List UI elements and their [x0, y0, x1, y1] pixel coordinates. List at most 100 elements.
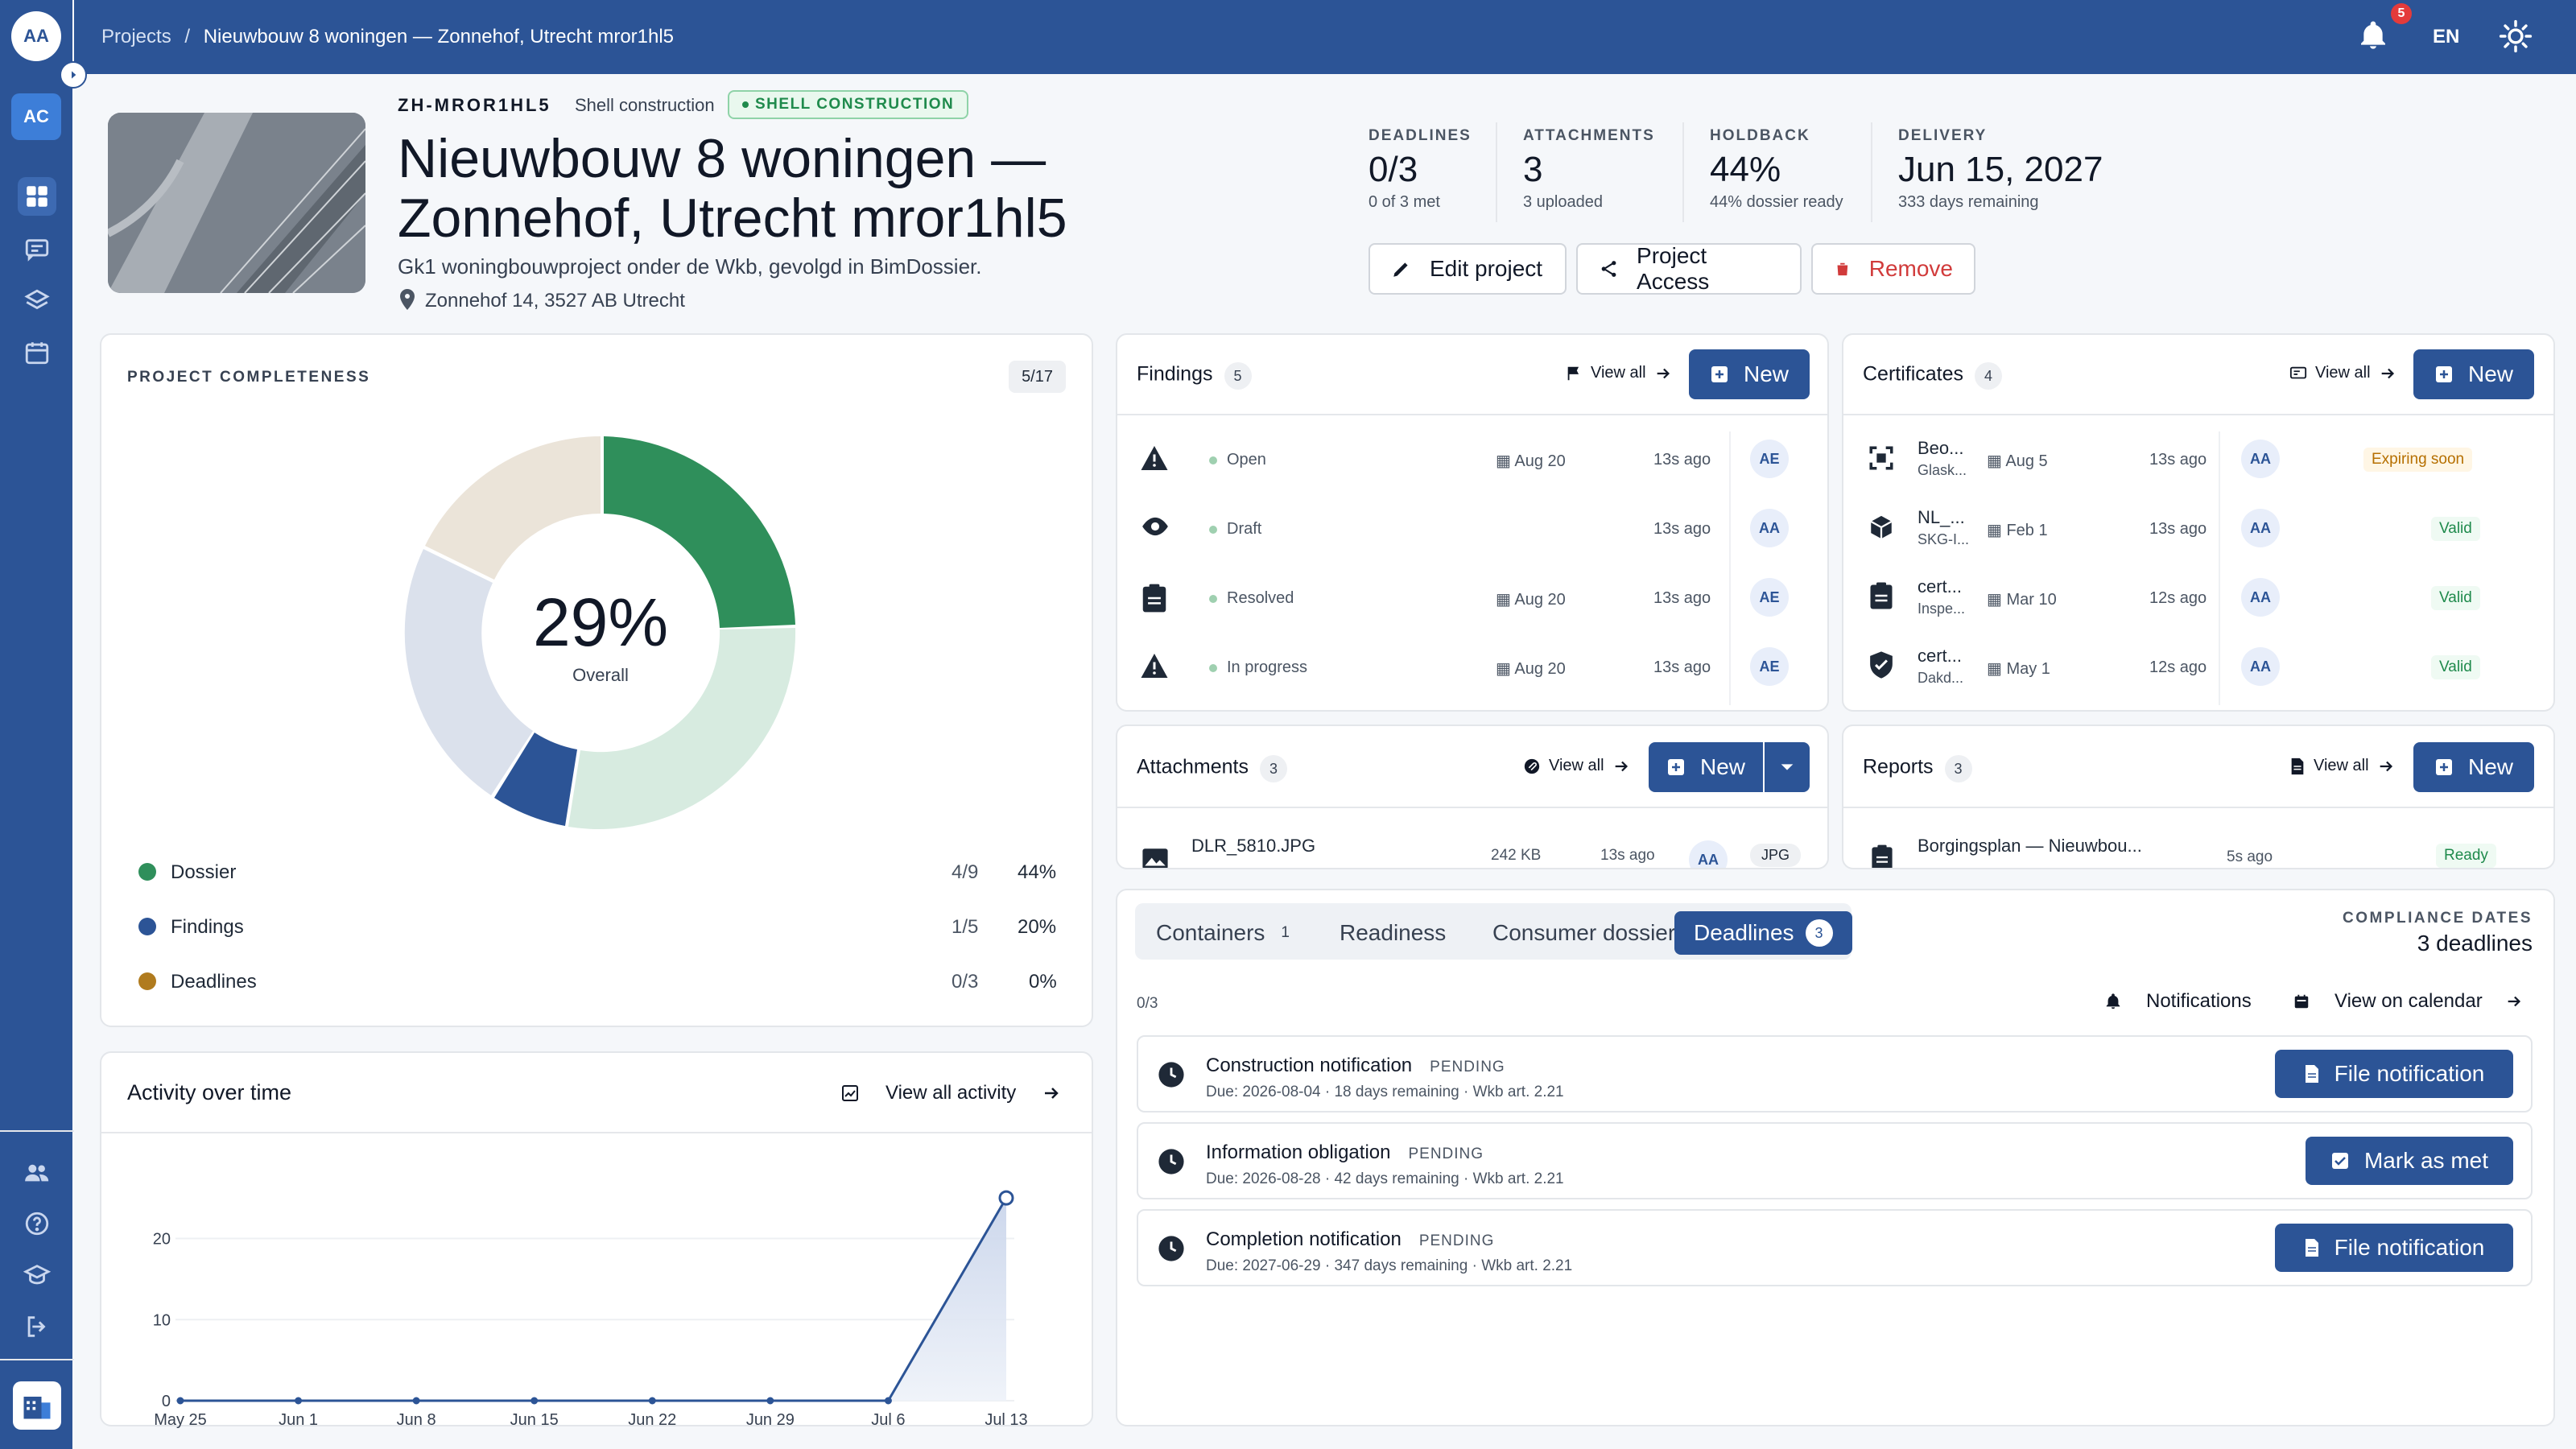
- file-notification-button[interactable]: File notification: [2275, 1050, 2513, 1098]
- certificate-date: Aug 5: [2005, 452, 2048, 470]
- finding-status: Open: [1227, 451, 1266, 469]
- new-attachment-dropdown[interactable]: [1765, 742, 1810, 792]
- legend-pct: 0%: [1029, 971, 1057, 993]
- new-attachment-button[interactable]: New: [1649, 742, 1763, 792]
- new-report-button[interactable]: New: [2413, 742, 2534, 792]
- notifications-button[interactable]: [2357, 19, 2389, 56]
- mark-as-met-button[interactable]: Mark as met: [2306, 1137, 2513, 1185]
- activity-title: Activity over time: [127, 1080, 292, 1104]
- certificates-view-all-link[interactable]: View all: [2289, 364, 2396, 382]
- report-status-badge: Ready: [2436, 844, 2496, 868]
- clipboard-icon: [1142, 584, 1166, 613]
- findings-card: Findings 5 View all New Open ▦ Aug 20 13s…: [1116, 333, 1829, 712]
- report-name: Borgingsplan — Nieuwbou...: [1918, 836, 2142, 856]
- sidebar-item-layers[interactable]: [18, 282, 56, 320]
- plus-square-icon: [2435, 366, 2452, 382]
- trash-icon: [1835, 262, 1850, 276]
- project-description: Gk1 woningbouwproject onder de Wkb, gevo…: [398, 254, 982, 279]
- column-divider: [1729, 431, 1731, 705]
- top-bar: Projects / Nieuwbouw 8 woningen — Zonneh…: [0, 0, 2576, 74]
- reports-view-all-link[interactable]: View all: [2289, 757, 2395, 775]
- certificate-icon: [2289, 366, 2307, 378]
- organization-switcher[interactable]: AC: [11, 93, 61, 140]
- certificate-name: Beo...: [1918, 438, 1964, 458]
- language-switcher[interactable]: EN: [2433, 26, 2460, 47]
- x-tick-label: Jun 15: [510, 1411, 559, 1428]
- deadline-row: Construction notification PENDING Due: 20…: [1137, 1035, 2533, 1113]
- legend-ratio: 4/9: [952, 861, 979, 883]
- finding-date: Aug 20: [1514, 452, 1566, 470]
- sidebar-item-dashboard[interactable]: [18, 177, 56, 216]
- legend-name: Findings: [171, 916, 244, 938]
- tab-readiness[interactable]: Readiness: [1320, 911, 1465, 955]
- completeness-donut: 29% Overall: [404, 436, 796, 829]
- tab-deadlines[interactable]: Deadlines 3: [1674, 911, 1852, 955]
- chevron-right-icon: [72, 71, 76, 79]
- project-address: Zonnehof 14, 3527 AB Utrecht: [425, 290, 685, 312]
- attachments-view-all-link[interactable]: View all: [1523, 757, 1630, 775]
- remove-project-button[interactable]: Remove: [1811, 243, 1975, 295]
- tab-consumer-dossier[interactable]: Consumer dossier: [1473, 911, 1695, 955]
- theme-toggle[interactable]: [2499, 19, 2533, 57]
- file-notification-button[interactable]: File notification: [2275, 1224, 2513, 1272]
- page-title: Nieuwbouw 8 woningen — Zonnehof, Utrecht…: [398, 128, 1067, 249]
- findings-title: Findings: [1137, 362, 1213, 386]
- dashboard-icon: [27, 186, 47, 207]
- sun-icon: [2499, 19, 2533, 53]
- sidebar-item-help[interactable]: [18, 1204, 56, 1243]
- new-finding-button[interactable]: New: [1689, 349, 1810, 399]
- project-access-button[interactable]: Project Access: [1576, 243, 1802, 295]
- certificate-name: cert...: [1918, 646, 1963, 666]
- app-logo[interactable]: [13, 1381, 61, 1430]
- tab-count: 3: [1805, 919, 1833, 947]
- arrow-right-icon: [1045, 1088, 1059, 1099]
- findings-view-all-label: View all: [1591, 364, 1646, 382]
- sidebar-item-logout[interactable]: [18, 1307, 56, 1346]
- certificate-status-badge: Valid: [2431, 586, 2480, 610]
- certificate-owner-avatar: AA: [2241, 509, 2280, 547]
- y-tick-label: 0: [162, 1393, 171, 1410]
- arrow-right-icon: [2381, 368, 2394, 378]
- tab-bar: Containers 1 Readiness Consumer dossier …: [1135, 903, 1852, 960]
- certificate-ago: 12s ago: [2149, 589, 2207, 607]
- legend-dot: [138, 918, 156, 935]
- activity-chart: 0 10 20 May 25 Jun 1 Jun 8 Jun 15 Jun 22 Jun 29 J…: [153, 1190, 1028, 1428]
- attachment-type-badge: JPG: [1750, 844, 1802, 867]
- sidebar-item-learn[interactable]: [18, 1256, 56, 1294]
- view-on-calendar-link[interactable]: View on calendar: [2293, 990, 2523, 1013]
- learn-icon: [23, 1265, 51, 1285]
- certificate-sub: SKG-I...: [1918, 531, 1970, 547]
- bell-icon: [2106, 993, 2120, 1009]
- legend-dot: [138, 972, 156, 990]
- breadcrumb-projects-link[interactable]: Projects: [101, 26, 171, 47]
- certificates-count: 4: [1975, 362, 2003, 390]
- share-icon: [1601, 261, 1616, 277]
- clipboard-icon: [1870, 582, 1893, 609]
- x-tick-label: Jun 1: [279, 1411, 318, 1428]
- tab-count: 1: [1281, 924, 1290, 941]
- warning-icon: [1141, 654, 1168, 678]
- card-divider: [1117, 414, 1827, 415]
- reports-count: 3: [1944, 755, 1972, 782]
- sidebar-item-team[interactable]: [18, 1153, 56, 1191]
- findings-view-all-link[interactable]: View all: [1565, 364, 1672, 382]
- finding-date: Aug 20: [1514, 591, 1566, 609]
- sidebar-collapse-toggle[interactable]: [60, 61, 87, 89]
- certificate-date: Feb 1: [2006, 522, 2048, 539]
- scan-icon: [1869, 446, 1893, 470]
- kpi-deadlines: DEADLINES 0/3 0 of 3 met: [1368, 127, 1472, 212]
- user-avatar[interactable]: AA: [11, 11, 61, 61]
- calendar-icon: [25, 342, 49, 365]
- tab-containers[interactable]: Containers 1: [1137, 911, 1309, 955]
- kpi-value: 44%: [1710, 150, 1781, 189]
- kpi-sub: 333 days remaining: [1898, 193, 2039, 211]
- new-certificate-button[interactable]: New: [2413, 349, 2534, 399]
- breadcrumb-separator: /: [184, 26, 191, 47]
- sidebar-item-messages[interactable]: [18, 230, 56, 269]
- view-all-activity-link[interactable]: View all activity: [840, 1082, 1061, 1104]
- edit-project-button[interactable]: Edit project: [1368, 243, 1567, 295]
- clock-icon: [1158, 1149, 1184, 1174]
- sidebar-item-calendar[interactable]: [18, 333, 56, 372]
- activity-card: Activity over time View all activity 0 10…: [100, 1051, 1093, 1428]
- notifications-link[interactable]: Notifications: [2104, 990, 2252, 1013]
